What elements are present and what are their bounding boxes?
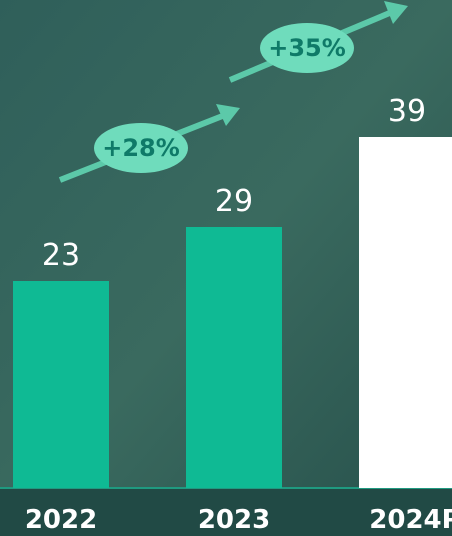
x-tick-label: 2023 (198, 505, 270, 535)
value-label: 29 (215, 184, 253, 219)
value-label: 39 (388, 94, 426, 129)
chart: +28% +35% 23 2022 29 2023 39 2024P (0, 0, 452, 536)
x-tick-label: 2022 (25, 505, 97, 535)
bar (359, 137, 452, 488)
value-label: 23 (42, 238, 80, 273)
annotation: +35% (268, 34, 346, 62)
annotation: +28% (102, 134, 180, 162)
bar (13, 281, 109, 488)
x-tick-label: 2024P (369, 505, 452, 535)
bar (186, 227, 282, 488)
